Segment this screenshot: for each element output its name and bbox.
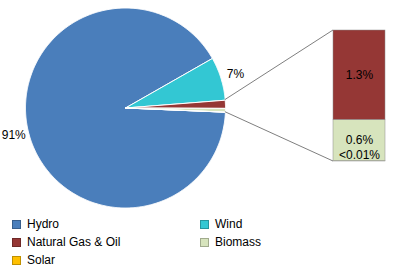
html-text:Hydro: Hydro xyxy=(27,217,59,231)
html-text:Natural Gas & Oil: Natural Gas & Oil xyxy=(27,235,121,249)
svg-text:0.6%: 0.6% xyxy=(346,133,374,147)
html-text:Biomass: Biomass xyxy=(215,235,261,249)
svg-text:91%: 91% xyxy=(2,128,26,142)
html-text:Wind: Wind xyxy=(215,217,243,231)
html-text:Solar: Solar xyxy=(27,253,55,267)
svg-text:7%: 7% xyxy=(227,67,245,81)
svg-text:<0.01%: <0.01% xyxy=(339,148,380,162)
svg-text:1.3%: 1.3% xyxy=(346,68,374,82)
